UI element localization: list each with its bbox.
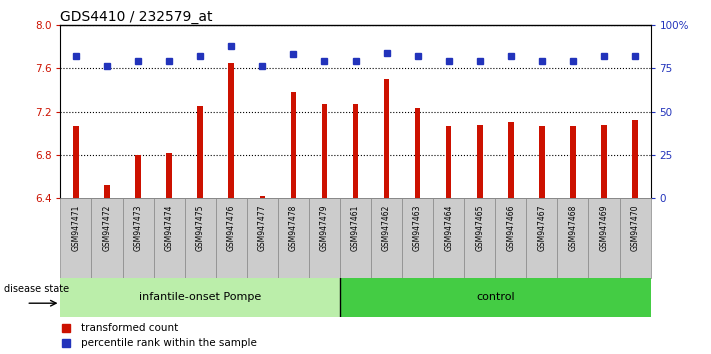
Bar bbox=[92, 198, 122, 278]
Text: GSM947474: GSM947474 bbox=[165, 205, 173, 251]
Bar bbox=[247, 198, 278, 278]
Text: transformed count: transformed count bbox=[81, 322, 178, 332]
Bar bbox=[384, 79, 390, 198]
Bar bbox=[402, 198, 433, 278]
Text: percentile rank within the sample: percentile rank within the sample bbox=[81, 338, 257, 348]
Text: GSM947464: GSM947464 bbox=[444, 205, 453, 251]
Bar bbox=[321, 104, 327, 198]
Bar bbox=[309, 198, 340, 278]
Bar bbox=[570, 126, 576, 198]
Text: GSM947475: GSM947475 bbox=[196, 205, 205, 251]
Bar bbox=[508, 122, 513, 198]
Bar bbox=[371, 198, 402, 278]
Bar bbox=[477, 125, 483, 198]
Bar bbox=[122, 198, 154, 278]
Bar bbox=[526, 198, 557, 278]
Text: GDS4410 / 232579_at: GDS4410 / 232579_at bbox=[60, 10, 213, 24]
Text: GSM947472: GSM947472 bbox=[102, 205, 112, 251]
Text: GSM947466: GSM947466 bbox=[506, 205, 515, 251]
Text: GSM947476: GSM947476 bbox=[227, 205, 236, 251]
Bar bbox=[602, 125, 606, 198]
Bar bbox=[589, 198, 619, 278]
Bar bbox=[166, 153, 172, 198]
Text: GSM947465: GSM947465 bbox=[475, 205, 484, 251]
Bar bbox=[557, 198, 589, 278]
Bar bbox=[446, 126, 451, 198]
Bar bbox=[60, 278, 340, 317]
Text: GSM947463: GSM947463 bbox=[413, 205, 422, 251]
Text: GSM947467: GSM947467 bbox=[538, 205, 546, 251]
Text: GSM947462: GSM947462 bbox=[382, 205, 391, 251]
Bar bbox=[198, 106, 203, 198]
Text: GSM947470: GSM947470 bbox=[631, 205, 639, 251]
Bar bbox=[135, 155, 141, 198]
Bar bbox=[60, 198, 92, 278]
Text: control: control bbox=[476, 292, 515, 302]
Bar bbox=[228, 63, 234, 198]
Bar bbox=[464, 198, 496, 278]
Bar bbox=[215, 198, 247, 278]
Text: GSM947473: GSM947473 bbox=[134, 205, 143, 251]
Text: GSM947461: GSM947461 bbox=[351, 205, 360, 251]
Text: GSM947471: GSM947471 bbox=[72, 205, 80, 251]
Text: GSM947468: GSM947468 bbox=[568, 205, 577, 251]
Text: GSM947479: GSM947479 bbox=[320, 205, 329, 251]
Bar bbox=[496, 198, 526, 278]
Bar bbox=[619, 198, 651, 278]
Bar bbox=[278, 198, 309, 278]
Text: GSM947477: GSM947477 bbox=[258, 205, 267, 251]
Text: GSM947478: GSM947478 bbox=[289, 205, 298, 251]
Bar bbox=[260, 196, 265, 198]
Bar bbox=[185, 198, 215, 278]
Bar bbox=[73, 126, 79, 198]
Bar bbox=[105, 185, 109, 198]
Bar bbox=[340, 198, 371, 278]
Bar bbox=[433, 198, 464, 278]
Text: GSM947469: GSM947469 bbox=[599, 205, 609, 251]
Bar bbox=[539, 126, 545, 198]
Bar bbox=[415, 108, 420, 198]
Bar bbox=[154, 198, 185, 278]
Bar bbox=[353, 104, 358, 198]
Text: infantile-onset Pompe: infantile-onset Pompe bbox=[139, 292, 262, 302]
Bar bbox=[291, 92, 296, 198]
Text: disease state: disease state bbox=[4, 284, 69, 294]
Bar bbox=[632, 120, 638, 198]
Bar bbox=[340, 278, 651, 317]
